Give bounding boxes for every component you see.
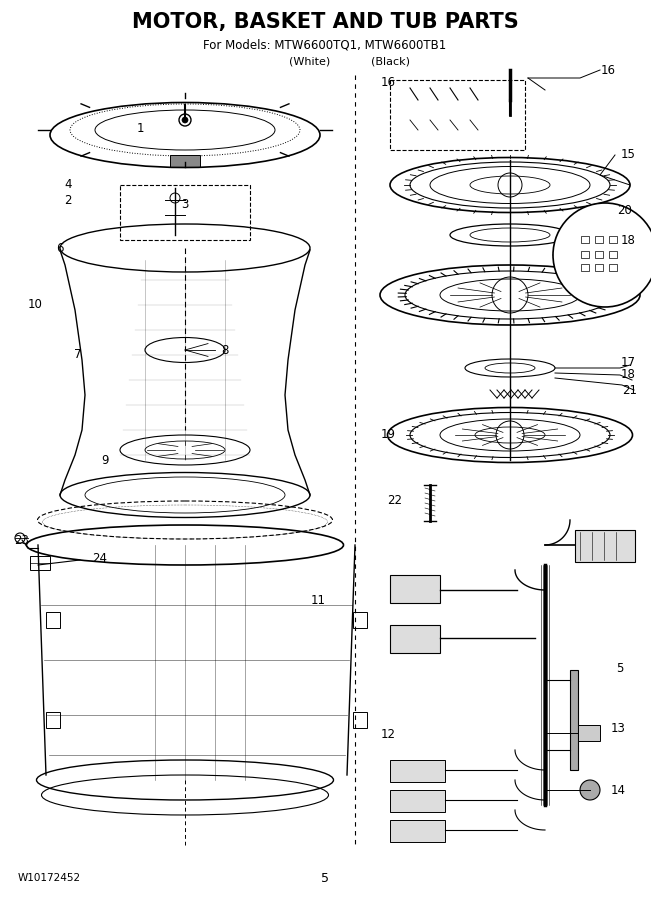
Ellipse shape <box>387 408 633 463</box>
Bar <box>353 712 367 728</box>
Bar <box>581 264 589 271</box>
Text: For Models: MTW6600TQ1, MTW6600TB1: For Models: MTW6600TQ1, MTW6600TB1 <box>203 39 447 51</box>
Bar <box>390 790 445 812</box>
Text: 3: 3 <box>182 199 189 212</box>
Bar <box>578 725 600 741</box>
Bar <box>390 820 445 842</box>
Text: 17: 17 <box>620 356 635 368</box>
Bar <box>595 264 603 271</box>
Text: 2: 2 <box>64 194 72 206</box>
Circle shape <box>182 117 188 123</box>
Text: 6: 6 <box>56 241 64 255</box>
Bar <box>46 612 60 628</box>
Text: 23: 23 <box>14 534 29 546</box>
Text: 5: 5 <box>616 662 624 674</box>
Bar <box>581 236 589 243</box>
Text: 4: 4 <box>64 178 72 192</box>
Bar <box>46 712 60 728</box>
Text: 9: 9 <box>102 454 109 466</box>
Circle shape <box>179 114 191 126</box>
Bar <box>595 251 603 258</box>
Text: 19: 19 <box>380 428 396 442</box>
Text: 7: 7 <box>74 348 82 362</box>
Ellipse shape <box>450 224 570 246</box>
Ellipse shape <box>390 158 630 212</box>
Text: MOTOR, BASKET AND TUB PARTS: MOTOR, BASKET AND TUB PARTS <box>132 12 518 32</box>
Text: 8: 8 <box>221 344 229 356</box>
Text: 21: 21 <box>622 383 637 397</box>
Text: 10: 10 <box>27 299 42 311</box>
Text: W10172452: W10172452 <box>18 873 81 883</box>
Bar <box>170 155 200 167</box>
Ellipse shape <box>380 265 640 325</box>
Circle shape <box>580 780 600 800</box>
Bar <box>581 251 589 258</box>
Bar <box>575 530 635 562</box>
Bar <box>609 236 617 243</box>
Text: 5: 5 <box>321 871 329 885</box>
Text: 1: 1 <box>136 122 144 134</box>
Text: 14: 14 <box>611 784 626 796</box>
Text: 16: 16 <box>380 76 396 88</box>
Bar <box>390 760 445 782</box>
Bar <box>353 612 367 628</box>
Text: 12: 12 <box>380 728 396 742</box>
Text: 24: 24 <box>92 552 107 564</box>
Text: 11: 11 <box>311 593 326 607</box>
Text: 18: 18 <box>620 368 635 382</box>
Text: 18: 18 <box>620 233 635 247</box>
Text: (Black): (Black) <box>370 57 409 67</box>
Text: 13: 13 <box>611 722 626 734</box>
Ellipse shape <box>465 359 555 377</box>
Bar <box>609 251 617 258</box>
Text: 15: 15 <box>620 148 635 161</box>
Bar <box>390 625 440 653</box>
Text: 16: 16 <box>600 64 615 76</box>
Bar <box>570 670 578 770</box>
Bar <box>390 575 440 603</box>
Text: 20: 20 <box>618 203 632 217</box>
Bar <box>595 236 603 243</box>
Text: (White): (White) <box>290 57 331 67</box>
Bar <box>609 264 617 271</box>
Text: 22: 22 <box>387 493 402 507</box>
Circle shape <box>553 203 651 307</box>
Bar <box>30 556 50 570</box>
